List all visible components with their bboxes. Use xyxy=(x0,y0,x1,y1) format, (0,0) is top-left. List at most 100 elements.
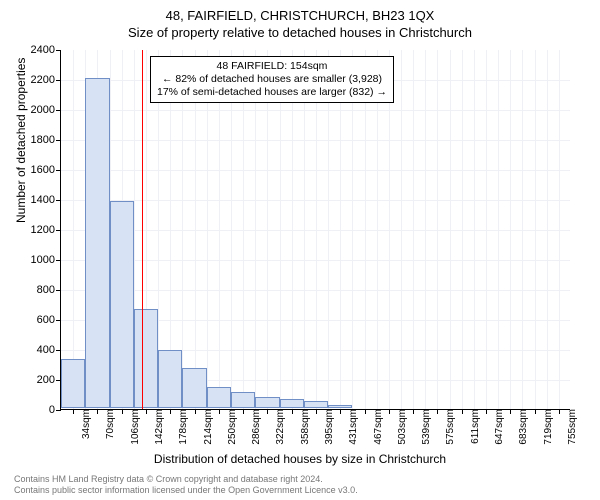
xtick-label: 70sqm xyxy=(101,409,116,439)
histogram-bar xyxy=(328,405,352,408)
histogram-bar xyxy=(110,201,134,408)
histogram-bar xyxy=(207,387,231,408)
annotation-box: 48 FAIRFIELD: 154sqm ← 82% of detached h… xyxy=(150,56,394,103)
title-subtitle: Size of property relative to detached ho… xyxy=(0,23,600,40)
gridline-v xyxy=(377,50,378,409)
histogram-bar xyxy=(134,309,158,408)
histogram-bar xyxy=(85,78,109,408)
gridline-v xyxy=(365,50,366,409)
xtick-mark xyxy=(389,409,390,414)
gridline-v xyxy=(231,50,232,409)
gridline-v xyxy=(182,50,183,409)
xtick-mark xyxy=(195,409,196,414)
footer-text: Contains HM Land Registry data © Crown c… xyxy=(14,474,358,497)
histogram-bar xyxy=(255,397,279,408)
xtick-label: 467sqm xyxy=(369,409,384,445)
xtick-label: 683sqm xyxy=(514,409,529,445)
annotation-line1: 48 FAIRFIELD: 154sqm xyxy=(157,60,387,73)
ytick-mark xyxy=(56,410,61,411)
gridline-v xyxy=(340,50,341,409)
xtick-mark xyxy=(146,409,147,414)
histogram-bar xyxy=(158,350,182,409)
title-address: 48, FAIRFIELD, CHRISTCHURCH, BH23 1QX xyxy=(0,0,600,23)
x-axis-label: Distribution of detached houses by size … xyxy=(0,452,600,466)
gridline-v xyxy=(413,50,414,409)
gridline-v xyxy=(73,50,74,409)
gridline-v xyxy=(352,50,353,409)
gridline-v xyxy=(243,50,244,409)
gridline-v xyxy=(219,50,220,409)
gridline-v xyxy=(267,50,268,409)
xtick-mark xyxy=(243,409,244,414)
xtick-mark xyxy=(73,409,74,414)
xtick-mark xyxy=(462,409,463,414)
xtick-label: 286sqm xyxy=(247,409,262,445)
ytick-mark xyxy=(56,140,61,141)
histogram-bar xyxy=(182,368,206,409)
annotation-line3: 17% of semi-detached houses are larger (… xyxy=(157,86,387,99)
xtick-label: 539sqm xyxy=(417,409,432,445)
ytick-mark xyxy=(56,230,61,231)
ytick-mark xyxy=(56,50,61,51)
gridline-v xyxy=(425,50,426,409)
xtick-label: 250sqm xyxy=(223,409,238,445)
xtick-mark xyxy=(559,409,560,414)
gridline-v xyxy=(304,50,305,409)
xtick-label: 431sqm xyxy=(344,409,359,445)
xtick-mark xyxy=(219,409,220,414)
gridline-v xyxy=(559,50,560,409)
xtick-mark xyxy=(510,409,511,414)
gridline-v xyxy=(280,50,281,409)
ytick-mark xyxy=(56,170,61,171)
xtick-label: 142sqm xyxy=(150,409,165,445)
xtick-mark xyxy=(340,409,341,414)
gridline-v xyxy=(207,50,208,409)
xtick-mark xyxy=(486,409,487,414)
gridline-v xyxy=(328,50,329,409)
xtick-mark xyxy=(267,409,268,414)
xtick-label: 755sqm xyxy=(563,409,578,445)
xtick-mark xyxy=(170,409,171,414)
xtick-label: 106sqm xyxy=(126,409,141,445)
xtick-label: 214sqm xyxy=(199,409,214,445)
gridline-v xyxy=(486,50,487,409)
gridline-v xyxy=(401,50,402,409)
gridline-v xyxy=(510,50,511,409)
xtick-label: 719sqm xyxy=(539,409,554,445)
gridline-v xyxy=(474,50,475,409)
xtick-mark xyxy=(413,409,414,414)
ytick-mark xyxy=(56,200,61,201)
footer-line2: Contains public sector information licen… xyxy=(14,485,358,496)
footer-line1: Contains HM Land Registry data © Crown c… xyxy=(14,474,358,485)
xtick-mark xyxy=(316,409,317,414)
gridline-v xyxy=(462,50,463,409)
ytick-mark xyxy=(56,320,61,321)
y-axis-label: Number of detached properties xyxy=(14,58,28,223)
xtick-mark xyxy=(365,409,366,414)
xtick-label: 358sqm xyxy=(296,409,311,445)
xtick-mark xyxy=(437,409,438,414)
gridline-v xyxy=(437,50,438,409)
ytick-mark xyxy=(56,260,61,261)
xtick-label: 647sqm xyxy=(490,409,505,445)
histogram-bar xyxy=(61,359,85,409)
xtick-mark xyxy=(535,409,536,414)
gridline-v xyxy=(255,50,256,409)
histogram-bar xyxy=(231,392,255,408)
xtick-label: 322sqm xyxy=(271,409,286,445)
gridline-v xyxy=(389,50,390,409)
xtick-label: 178sqm xyxy=(174,409,189,445)
histogram-bar xyxy=(280,399,304,408)
chart-container: 48, FAIRFIELD, CHRISTCHURCH, BH23 1QX Si… xyxy=(0,0,600,500)
ytick-mark xyxy=(56,80,61,81)
xtick-mark xyxy=(122,409,123,414)
ytick-mark xyxy=(56,290,61,291)
gridline-v xyxy=(292,50,293,409)
ytick-mark xyxy=(56,350,61,351)
gridline-v xyxy=(450,50,451,409)
annotation-line2: ← 82% of detached houses are smaller (3,… xyxy=(157,73,387,86)
xtick-label: 395sqm xyxy=(320,409,335,445)
plot-frame: 0200400600800100012001400160018002000220… xyxy=(60,50,570,410)
gridline-v xyxy=(547,50,548,409)
xtick-mark xyxy=(97,409,98,414)
